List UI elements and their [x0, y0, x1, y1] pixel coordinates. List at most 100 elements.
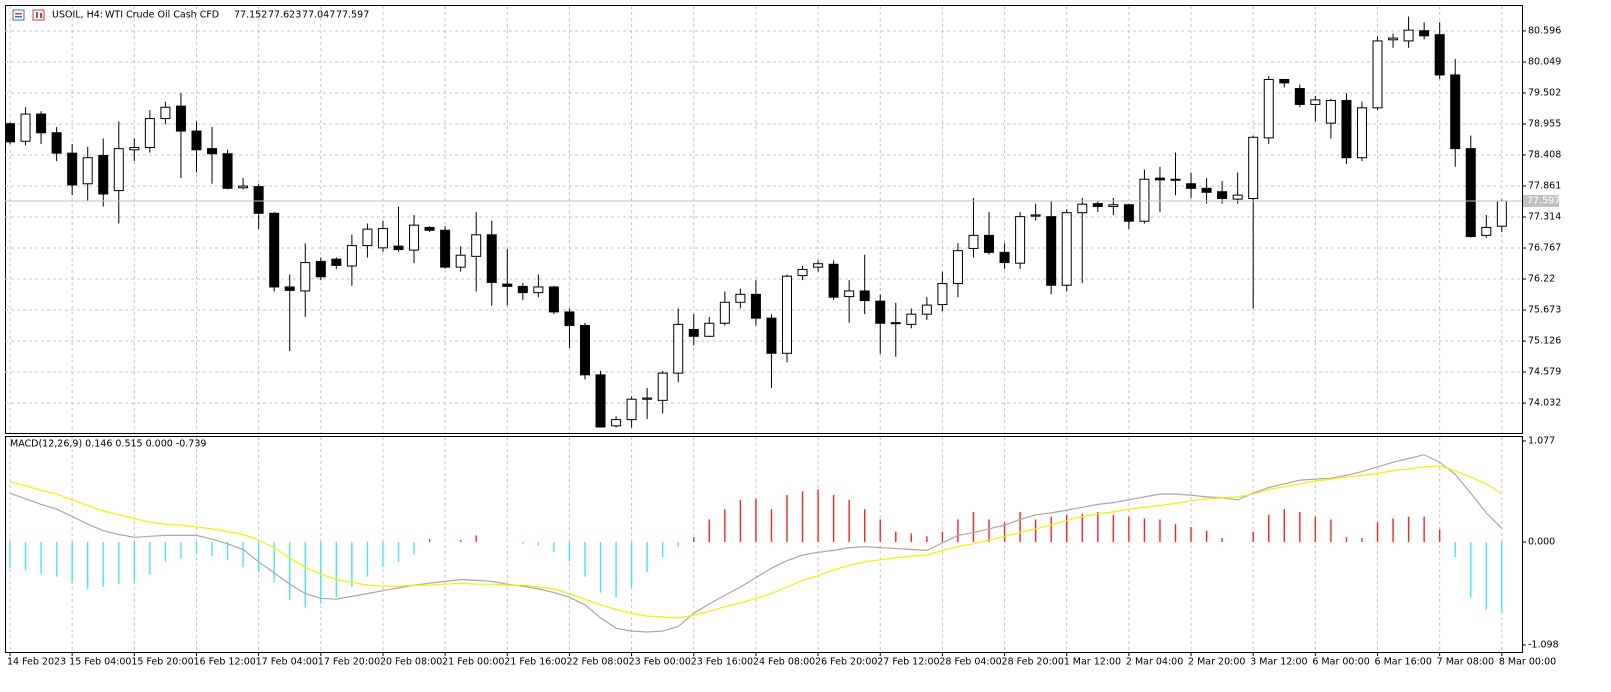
candle-body [5, 123, 15, 143]
candle-body [844, 290, 855, 298]
candle-body [471, 234, 482, 257]
x-tick-label: 15 Feb 04:00 [69, 657, 131, 668]
candle-body [1325, 99, 1336, 124]
candle-body [331, 258, 342, 266]
macd-panel-frame [5, 436, 1523, 653]
price-label: 77.597 [1527, 195, 1560, 206]
x-tick-label: 6 Mar 16:00 [1375, 657, 1432, 668]
candle-body [1465, 148, 1476, 238]
ohlc-close: 77.597 [336, 10, 369, 21]
candle-body [611, 419, 622, 427]
indicator-line [9, 465, 1503, 619]
candle-body [750, 293, 761, 319]
candle-body [36, 113, 47, 134]
price-label-box [1523, 194, 1559, 207]
icon [15, 16, 22, 18]
candle-body [517, 285, 528, 294]
x-tick-label: 24 Feb 08:00 [753, 657, 815, 668]
y-tick-label: 79.502 [1528, 87, 1561, 98]
candle-body [782, 275, 792, 354]
y-tick-label: 78.955 [1528, 118, 1561, 129]
icon [32, 9, 45, 21]
candle-body [704, 322, 715, 337]
candle-body [1294, 88, 1305, 105]
y-tick-label: 75.126 [1528, 336, 1561, 347]
candle-body [362, 228, 373, 247]
symbol: USOIL, H4: [52, 10, 103, 21]
x-tick-label: 3 Mar 12:00 [1250, 657, 1307, 668]
candle-body [906, 313, 917, 325]
candle-body [20, 113, 31, 142]
x-tick-label: 22 Feb 08:00 [566, 657, 628, 668]
candle-body [890, 322, 901, 325]
candle-body [673, 323, 684, 374]
x-tick-label: 20 Feb 08:00 [380, 657, 442, 668]
candle-body [1186, 183, 1197, 189]
chart-title: WTI Crude Oil Cash CFD [105, 10, 219, 21]
y-tick-label: 0.000 [1528, 536, 1555, 547]
candle-body [346, 245, 357, 267]
candle-body [937, 283, 948, 306]
candle-body [502, 283, 513, 287]
x-tick-label: 28 Feb 20:00 [1002, 657, 1064, 668]
candle-body [1201, 187, 1212, 193]
candle-body [1419, 30, 1430, 37]
candle-body [921, 304, 932, 315]
candle-body [719, 301, 730, 324]
main-panel-frame [5, 5, 1523, 434]
candle-body [1154, 177, 1165, 181]
x-tick-label: 15 Feb 20:00 [131, 657, 193, 668]
icon [15, 13, 22, 15]
candle-body [1263, 78, 1274, 139]
candle-body [253, 186, 264, 214]
candle-body [1372, 40, 1383, 109]
x-tick-label: 8 Mar 00:00 [1499, 657, 1556, 668]
y-tick-label: 77.314 [1528, 212, 1561, 223]
candle-body [455, 254, 466, 268]
x-tick-label: 23 Feb 16:00 [691, 657, 753, 668]
candle-body [1015, 216, 1026, 264]
candle-body [626, 398, 637, 421]
candle-body [1092, 203, 1103, 207]
y-tick-label: 75.673 [1528, 305, 1561, 316]
candle-body [1030, 214, 1041, 217]
candle-body [564, 311, 575, 327]
x-tick-label: 14 Feb 2023 [7, 657, 66, 668]
candle-body [51, 132, 62, 154]
candle-body [999, 251, 1010, 264]
candle-body [1046, 216, 1057, 286]
candle-body [67, 152, 78, 186]
candle-body [424, 226, 435, 231]
candle-body [766, 317, 777, 354]
x-tick-label: 21 Feb 16:00 [504, 657, 566, 668]
candle-body [813, 263, 824, 268]
x-tick-label: 17 Feb 20:00 [318, 657, 380, 668]
candle-body [1434, 34, 1445, 76]
candle-body [98, 154, 109, 195]
candle-body [1061, 212, 1072, 286]
candle-body [1248, 136, 1259, 200]
x-tick-label: 26 Feb 20:00 [815, 657, 877, 668]
candle-body [828, 263, 839, 298]
candle-body [1310, 99, 1321, 105]
candle-body [797, 268, 808, 277]
candle-body [859, 290, 870, 302]
candle-body [300, 262, 311, 292]
x-tick-label: 2 Mar 20:00 [1188, 657, 1245, 668]
candle-body [1077, 203, 1088, 214]
candle-body [1450, 74, 1461, 150]
x-tick-label: 2 Mar 04:00 [1126, 657, 1183, 668]
x-tick-label: 28 Feb 04:00 [939, 657, 1001, 668]
candle-body [315, 260, 326, 278]
candle-body [1341, 99, 1352, 159]
candle-body [1388, 37, 1399, 41]
candle-body [548, 286, 559, 313]
candle-body [129, 147, 140, 151]
icon [36, 12, 38, 18]
y-tick-label: -1.098 [1528, 639, 1559, 650]
symbol-icons [12, 9, 45, 21]
x-tick-label: 6 Mar 00:00 [1312, 657, 1369, 668]
x-tick-label: 21 Feb 00:00 [442, 657, 504, 668]
